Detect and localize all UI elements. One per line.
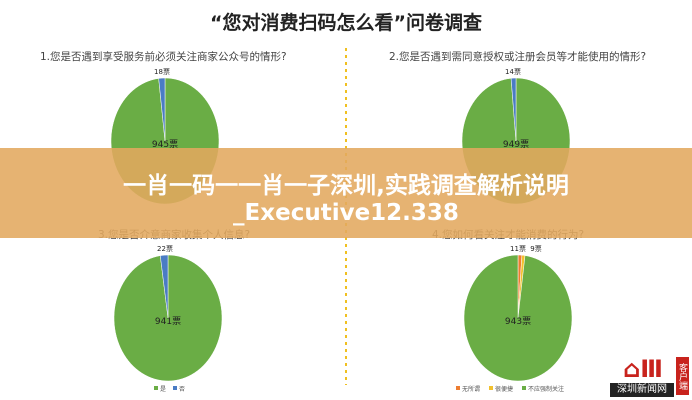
- slice-label: 14票: [505, 68, 521, 76]
- legend-label-无所谓: 无所谓: [462, 385, 480, 393]
- banner-line-1: 一肖一码一一肖一子深圳,实践调查解析说明: [123, 173, 569, 199]
- legend-swatch-否: [173, 386, 177, 390]
- logo-text: 深圳新闻网: [610, 383, 674, 397]
- pie-slice-否: [159, 254, 169, 319]
- pie-slice-否: [510, 77, 517, 142]
- pie-slice-不应强制关注: [463, 254, 573, 382]
- legend-label-很便捷: 很便捷: [495, 385, 513, 393]
- logo-badge: 客户端: [676, 357, 689, 395]
- chart-title-1: 1.您是否遇到享受服务前必须关注商家公众号的情形?: [40, 50, 287, 63]
- chart-title-2: 2.您是否遇到需同意授权或注册会员等才能使用的情形?: [389, 50, 646, 63]
- legend-swatch-很便捷: [489, 386, 493, 390]
- slice-label: 943票: [505, 316, 531, 327]
- slice-label: 22票: [157, 245, 173, 253]
- slice-label: 11票: [510, 245, 526, 253]
- legend-swatch-是: [154, 386, 158, 390]
- legend-label-否: 否: [179, 386, 185, 393]
- overlay-banner: 一肖一码一一肖一子深圳,实践调查解析说明 _Executive12.338: [0, 148, 692, 238]
- legend-swatch-不应强制关注: [522, 386, 526, 390]
- shenzhen-news-logo: ⌂Ⅲ 深圳新闻网 客户端: [610, 355, 692, 400]
- slice-label: 9票: [530, 245, 541, 253]
- main-title: “您对消费扫码怎么看”问卷调查: [210, 12, 482, 34]
- pie-slice-否: [158, 77, 166, 142]
- slice-label: 945票: [152, 139, 178, 150]
- legend-label-不应强制关注: 不应强制关注: [528, 385, 564, 393]
- slice-label: 18票: [154, 68, 170, 76]
- legend-label-是: 是: [160, 386, 166, 393]
- banner-line-2: _Executive12.338: [233, 200, 459, 226]
- slice-label: 949票: [503, 139, 529, 150]
- slice-label: 941票: [155, 316, 181, 327]
- legend-swatch-无所谓: [456, 386, 460, 390]
